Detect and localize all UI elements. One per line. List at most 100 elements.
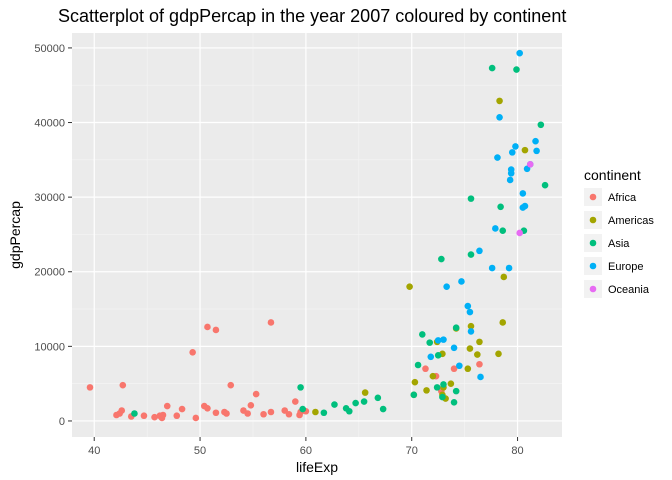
data-point-europe	[512, 143, 519, 150]
data-point-europe	[467, 328, 475, 335]
y-tick-label: 20000	[34, 267, 65, 279]
data-point-asia	[131, 410, 138, 417]
data-point-africa	[285, 410, 293, 418]
legend: continent Africa Americas Asia Europe Oceani…	[584, 167, 654, 298]
data-point-europe	[533, 147, 540, 155]
data-point-europe	[496, 114, 503, 121]
data-point-africa	[281, 407, 289, 414]
legend-marker-europe	[589, 262, 597, 270]
data-point-europe	[532, 137, 539, 145]
data-point-americas	[312, 408, 319, 416]
data-point-europe	[458, 278, 465, 285]
data-point-asia	[345, 407, 353, 415]
x-axis-ticks: 40 50 60 70 80	[88, 437, 524, 457]
data-point-africa	[212, 326, 220, 334]
y-tick-label: 30000	[34, 192, 65, 204]
legend-items: Africa Americas Asia Europe Oceania	[584, 188, 654, 298]
chart-title: Scatterplot of gdpPercap in the year 200…	[58, 6, 566, 26]
y-axis-ticks: 0 10000 20000 30000 40000 50000	[34, 43, 72, 428]
data-point-asia	[320, 409, 328, 417]
data-point-europe	[427, 353, 435, 361]
data-point-americas	[467, 322, 475, 330]
data-point-africa	[204, 404, 211, 412]
data-point-asia	[467, 251, 475, 258]
data-point-africa	[192, 414, 200, 422]
data-point-asia	[452, 387, 460, 395]
data-point-africa	[159, 411, 167, 419]
data-point-africa	[247, 401, 255, 409]
data-point-americas	[361, 389, 369, 396]
data-point-africa	[450, 365, 458, 373]
data-point-asia	[434, 352, 442, 359]
data-point-americas	[464, 365, 472, 373]
x-tick-label: 70	[406, 445, 418, 457]
x-tick-label: 60	[300, 445, 312, 457]
data-point-africa	[86, 384, 94, 391]
data-point-asia	[513, 66, 520, 73]
data-point-asia	[440, 381, 447, 388]
data-point-americas	[521, 146, 529, 154]
data-point-asia	[537, 121, 545, 129]
data-point-africa	[151, 413, 158, 421]
legend-label-africa: Africa	[608, 192, 637, 204]
data-point-americas	[447, 380, 455, 387]
data-points	[86, 49, 549, 422]
data-point-asia	[433, 384, 441, 391]
data-point-europe	[521, 202, 529, 210]
data-point-americas	[496, 97, 503, 105]
x-tick-label: 50	[194, 445, 206, 457]
data-point-europe	[494, 154, 501, 161]
data-point-asia	[419, 331, 426, 338]
minor-gridlines	[72, 33, 562, 437]
data-point-europe	[466, 308, 474, 316]
data-point-africa	[260, 410, 267, 418]
data-point-africa	[204, 323, 211, 331]
data-point-africa	[252, 390, 260, 398]
data-point-europe	[488, 264, 496, 272]
legend-label-oceania: Oceania	[608, 284, 650, 296]
data-point-africa	[223, 410, 230, 417]
data-point-asia	[414, 361, 422, 369]
data-point-asia	[410, 391, 418, 399]
legend-label-americas: Americas	[608, 215, 654, 227]
data-point-oceania	[516, 229, 523, 237]
data-point-asia	[374, 394, 382, 402]
data-point-oceania	[526, 161, 534, 168]
data-point-europe	[440, 336, 447, 343]
data-point-africa	[118, 407, 126, 414]
data-point-europe	[434, 337, 442, 344]
data-point-asia	[379, 405, 387, 413]
data-point-africa	[267, 408, 275, 416]
data-point-europe	[508, 149, 516, 156]
data-point-americas	[429, 372, 437, 380]
x-tick-label: 80	[511, 445, 523, 457]
data-point-europe	[516, 49, 523, 57]
data-point-americas	[495, 350, 502, 358]
y-tick-label: 0	[59, 416, 65, 428]
data-point-europe	[506, 176, 514, 184]
data-point-europe	[476, 247, 483, 255]
legend-marker-africa	[589, 193, 597, 201]
y-axis-title: gdpPercap	[7, 201, 23, 269]
data-point-americas	[406, 283, 413, 290]
data-point-europe	[443, 283, 450, 290]
legend-marker-americas	[589, 216, 597, 224]
data-point-africa	[476, 360, 483, 368]
data-point-africa	[119, 381, 127, 389]
data-point-asia	[452, 324, 460, 331]
data-point-africa	[267, 319, 275, 326]
y-tick-label: 40000	[34, 118, 65, 130]
data-point-africa	[163, 402, 171, 410]
data-point-americas	[499, 319, 507, 326]
data-point-asia	[360, 398, 368, 405]
data-point-africa	[189, 349, 196, 356]
legend-marker-asia	[589, 239, 597, 247]
data-point-africa	[178, 405, 186, 413]
data-point-asia	[438, 255, 445, 263]
data-point-asia	[499, 227, 507, 235]
data-point-asia	[331, 401, 338, 408]
data-point-asia	[439, 393, 446, 401]
data-point-europe	[450, 344, 458, 352]
data-point-asia	[488, 64, 496, 72]
plot-panel	[72, 33, 562, 437]
